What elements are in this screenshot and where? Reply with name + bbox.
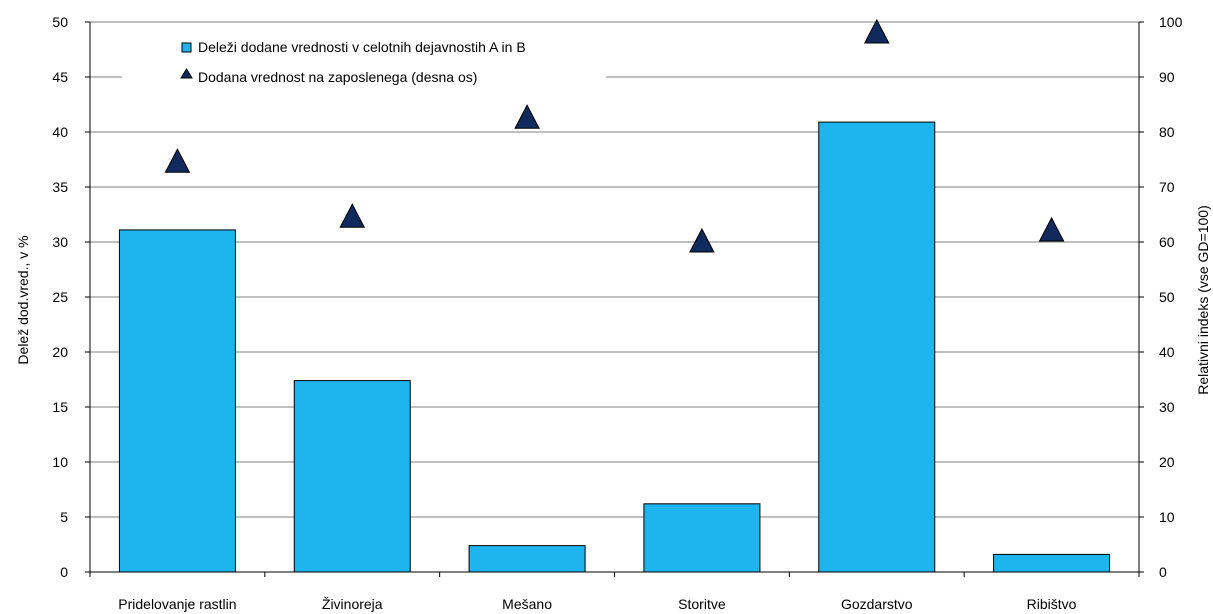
- bar: [643, 503, 761, 573]
- left-tick-label: 15: [52, 399, 68, 415]
- category-label: Ribištvo: [1027, 596, 1077, 612]
- triangle-marker: [164, 148, 191, 173]
- category-label: Storitve: [678, 596, 726, 612]
- bar: [468, 545, 586, 573]
- left-axis-title: Delež dod.vred., v %: [15, 235, 31, 364]
- left-tick-label: 10: [52, 454, 68, 470]
- legend-background: [122, 57, 606, 100]
- legend-triangle-swatch: [180, 68, 193, 79]
- right-tick-label: 70: [1159, 179, 1175, 195]
- right-axis-ticks: 0 10 20 30 40 50 60 70 80 90 100: [1139, 14, 1183, 580]
- bar-series: [118, 121, 1111, 573]
- marker-series: [164, 18, 1065, 253]
- triangle-marker: [863, 18, 890, 44]
- left-tick-label: 40: [52, 124, 68, 140]
- bar: [818, 121, 936, 573]
- gridlines: [90, 21, 1139, 518]
- right-tick-label: 20: [1159, 454, 1175, 470]
- category-label: Pridelovanje rastlin: [118, 596, 236, 612]
- right-tick-label: 50: [1159, 289, 1175, 305]
- left-axis-ticks: 0 5 10 15 20 25 30 35 40 45 50: [52, 14, 90, 580]
- legend-triangle-label: Dodana vrednost na zaposlenega (desna os…: [198, 69, 477, 85]
- right-tick-label: 30: [1159, 399, 1175, 415]
- left-tick-label: 25: [52, 289, 68, 305]
- right-tick-label: 100: [1159, 14, 1183, 30]
- category-labels: Pridelovanje rastlin Živinoreja Mešano Stor…: [89, 572, 1140, 612]
- triangle-marker: [689, 227, 715, 253]
- right-tick-label: 0: [1159, 564, 1167, 580]
- bar: [993, 553, 1111, 573]
- right-tick-label: 40: [1159, 344, 1175, 360]
- left-tick-label: 50: [52, 14, 68, 30]
- left-tick-label: 45: [52, 69, 68, 85]
- right-axis-title: Relativni indeks (vse GD=100): [1195, 205, 1211, 394]
- left-tick-label: 20: [52, 344, 68, 360]
- bar: [293, 380, 411, 573]
- right-tick-label: 90: [1159, 69, 1175, 85]
- left-tick-label: 30: [52, 234, 68, 250]
- triangle-marker: [339, 203, 366, 228]
- right-tick-label: 10: [1159, 509, 1175, 525]
- left-tick-label: 0: [60, 564, 68, 580]
- left-tick-label: 35: [52, 179, 68, 195]
- legend-bar-swatch: [181, 42, 192, 53]
- right-tick-label: 60: [1159, 234, 1175, 250]
- legend-bar-label: Deleži dodane vrednosti v celotnih dejav…: [198, 39, 526, 55]
- triangle-marker: [514, 104, 540, 129]
- category-label: Mešano: [502, 596, 552, 612]
- category-label: Živinoreja: [322, 596, 383, 612]
- bar: [118, 229, 236, 573]
- category-label: Gozdarstvo: [841, 596, 913, 612]
- left-tick-label: 5: [60, 509, 68, 525]
- right-tick-label: 80: [1159, 124, 1175, 140]
- legend: Deleži dodane vrednosti v celotnih dejav…: [122, 39, 606, 100]
- triangle-marker: [1038, 216, 1065, 242]
